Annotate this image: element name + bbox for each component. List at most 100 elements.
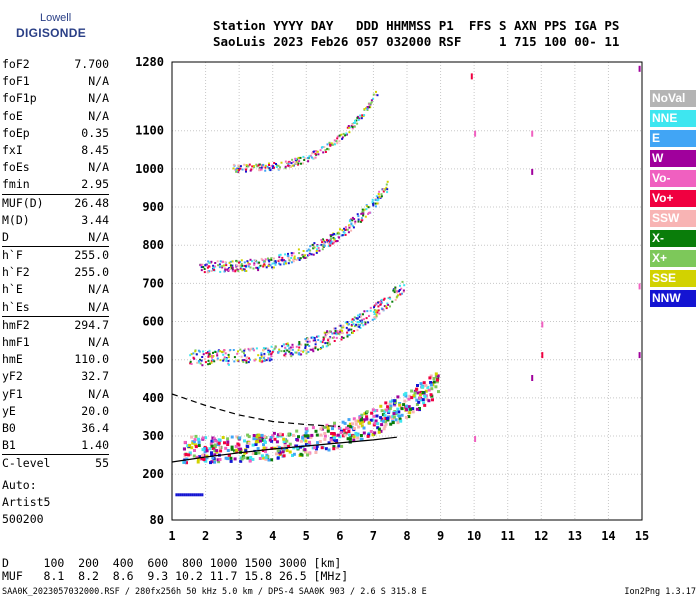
echo-point (400, 407, 404, 411)
param-row: hmF2 294.7 (2, 317, 109, 334)
echo-point (321, 146, 324, 148)
echo-point (341, 234, 344, 237)
echo-point (305, 429, 309, 433)
echo-point (298, 346, 301, 349)
echo-point (293, 257, 296, 259)
echo-point (371, 408, 375, 412)
echo-point (398, 290, 400, 293)
echo-point (229, 265, 232, 268)
echo-point (207, 359, 210, 362)
echo-point (236, 268, 239, 271)
echo-point (332, 236, 335, 239)
echo-point (415, 407, 419, 411)
echo-point (228, 261, 231, 264)
echo-point (298, 342, 301, 345)
echo-point (216, 357, 219, 360)
echo-point (211, 436, 215, 440)
echo-point (266, 455, 270, 459)
param-value: 32.7 (81, 369, 109, 384)
echo-point (324, 333, 327, 336)
echo-point (343, 227, 345, 230)
echo-point (273, 162, 276, 164)
echo-point (291, 158, 294, 161)
echo-point (208, 349, 211, 352)
echo-point (190, 353, 193, 356)
echo-point (263, 352, 266, 355)
echo-point (393, 401, 397, 405)
echo-point (437, 390, 440, 394)
echo-point (317, 335, 320, 338)
echo-point (386, 180, 389, 183)
echo-point (309, 249, 312, 252)
echo-point (333, 143, 336, 146)
echo-point (260, 433, 264, 437)
echo-point (391, 300, 394, 303)
echo-point (264, 166, 267, 169)
echo-point (339, 228, 341, 231)
x-tick-label: 3 (236, 529, 243, 543)
echo-point (205, 264, 208, 267)
echo-point (378, 194, 381, 197)
echo-point (219, 260, 222, 263)
echo-point (249, 266, 252, 269)
echo-point (541, 352, 544, 359)
echo-point (284, 352, 287, 355)
autoscaling-info: Auto: Artist5 500200 (2, 477, 50, 528)
echo-point (266, 347, 269, 350)
echo-point (275, 440, 279, 444)
param-row: B1 1.40 (2, 437, 109, 454)
echo-point (402, 289, 405, 292)
echo-point (379, 404, 383, 408)
echo-point (531, 168, 534, 175)
echo-point (314, 339, 317, 342)
echo-point (285, 262, 287, 265)
echo-point (295, 444, 299, 448)
param-name: yF1 (2, 386, 23, 401)
echo-point (397, 410, 401, 414)
echo-point (223, 356, 226, 359)
echo-point (353, 218, 356, 220)
echo-point (327, 331, 330, 334)
echo-point (267, 264, 270, 267)
echo-point (213, 437, 217, 441)
param-name: M(D) (2, 212, 30, 227)
echo-point (347, 426, 351, 430)
echo-point (179, 493, 182, 497)
echo-point (335, 333, 338, 336)
echo-point (260, 166, 263, 169)
echo-point (297, 156, 300, 159)
echo-point (336, 142, 339, 145)
echo-point (262, 443, 265, 447)
param-name: C-level (2, 456, 51, 471)
param-value: 55 (95, 456, 109, 471)
echo-point (253, 359, 256, 362)
echo-point (249, 349, 252, 352)
echo-point (205, 449, 209, 453)
legend-item: Vo+ (650, 190, 696, 207)
echo-point (315, 341, 317, 343)
echo-point (435, 380, 439, 384)
echo-point (401, 280, 404, 283)
echo-point (389, 422, 393, 426)
echo-point (358, 325, 361, 328)
echo-point (386, 191, 389, 194)
echo-point (360, 416, 363, 420)
echo-point (413, 389, 417, 393)
echo-point (212, 351, 214, 354)
echo-point (288, 442, 292, 446)
echo-point (201, 436, 205, 440)
echo-point (197, 493, 200, 497)
echo-point (531, 375, 534, 381)
echo-point (290, 162, 293, 165)
echo-point (245, 264, 248, 267)
param-value: 1.40 (81, 438, 109, 453)
echo-point (638, 352, 641, 359)
echo-point (337, 444, 341, 448)
echo-point (394, 298, 397, 301)
echo-point (240, 457, 244, 461)
echo-point (352, 438, 356, 442)
echo-point (339, 324, 342, 327)
echo-point (255, 347, 258, 350)
echo-point (250, 168, 253, 171)
echo-point (260, 257, 263, 260)
